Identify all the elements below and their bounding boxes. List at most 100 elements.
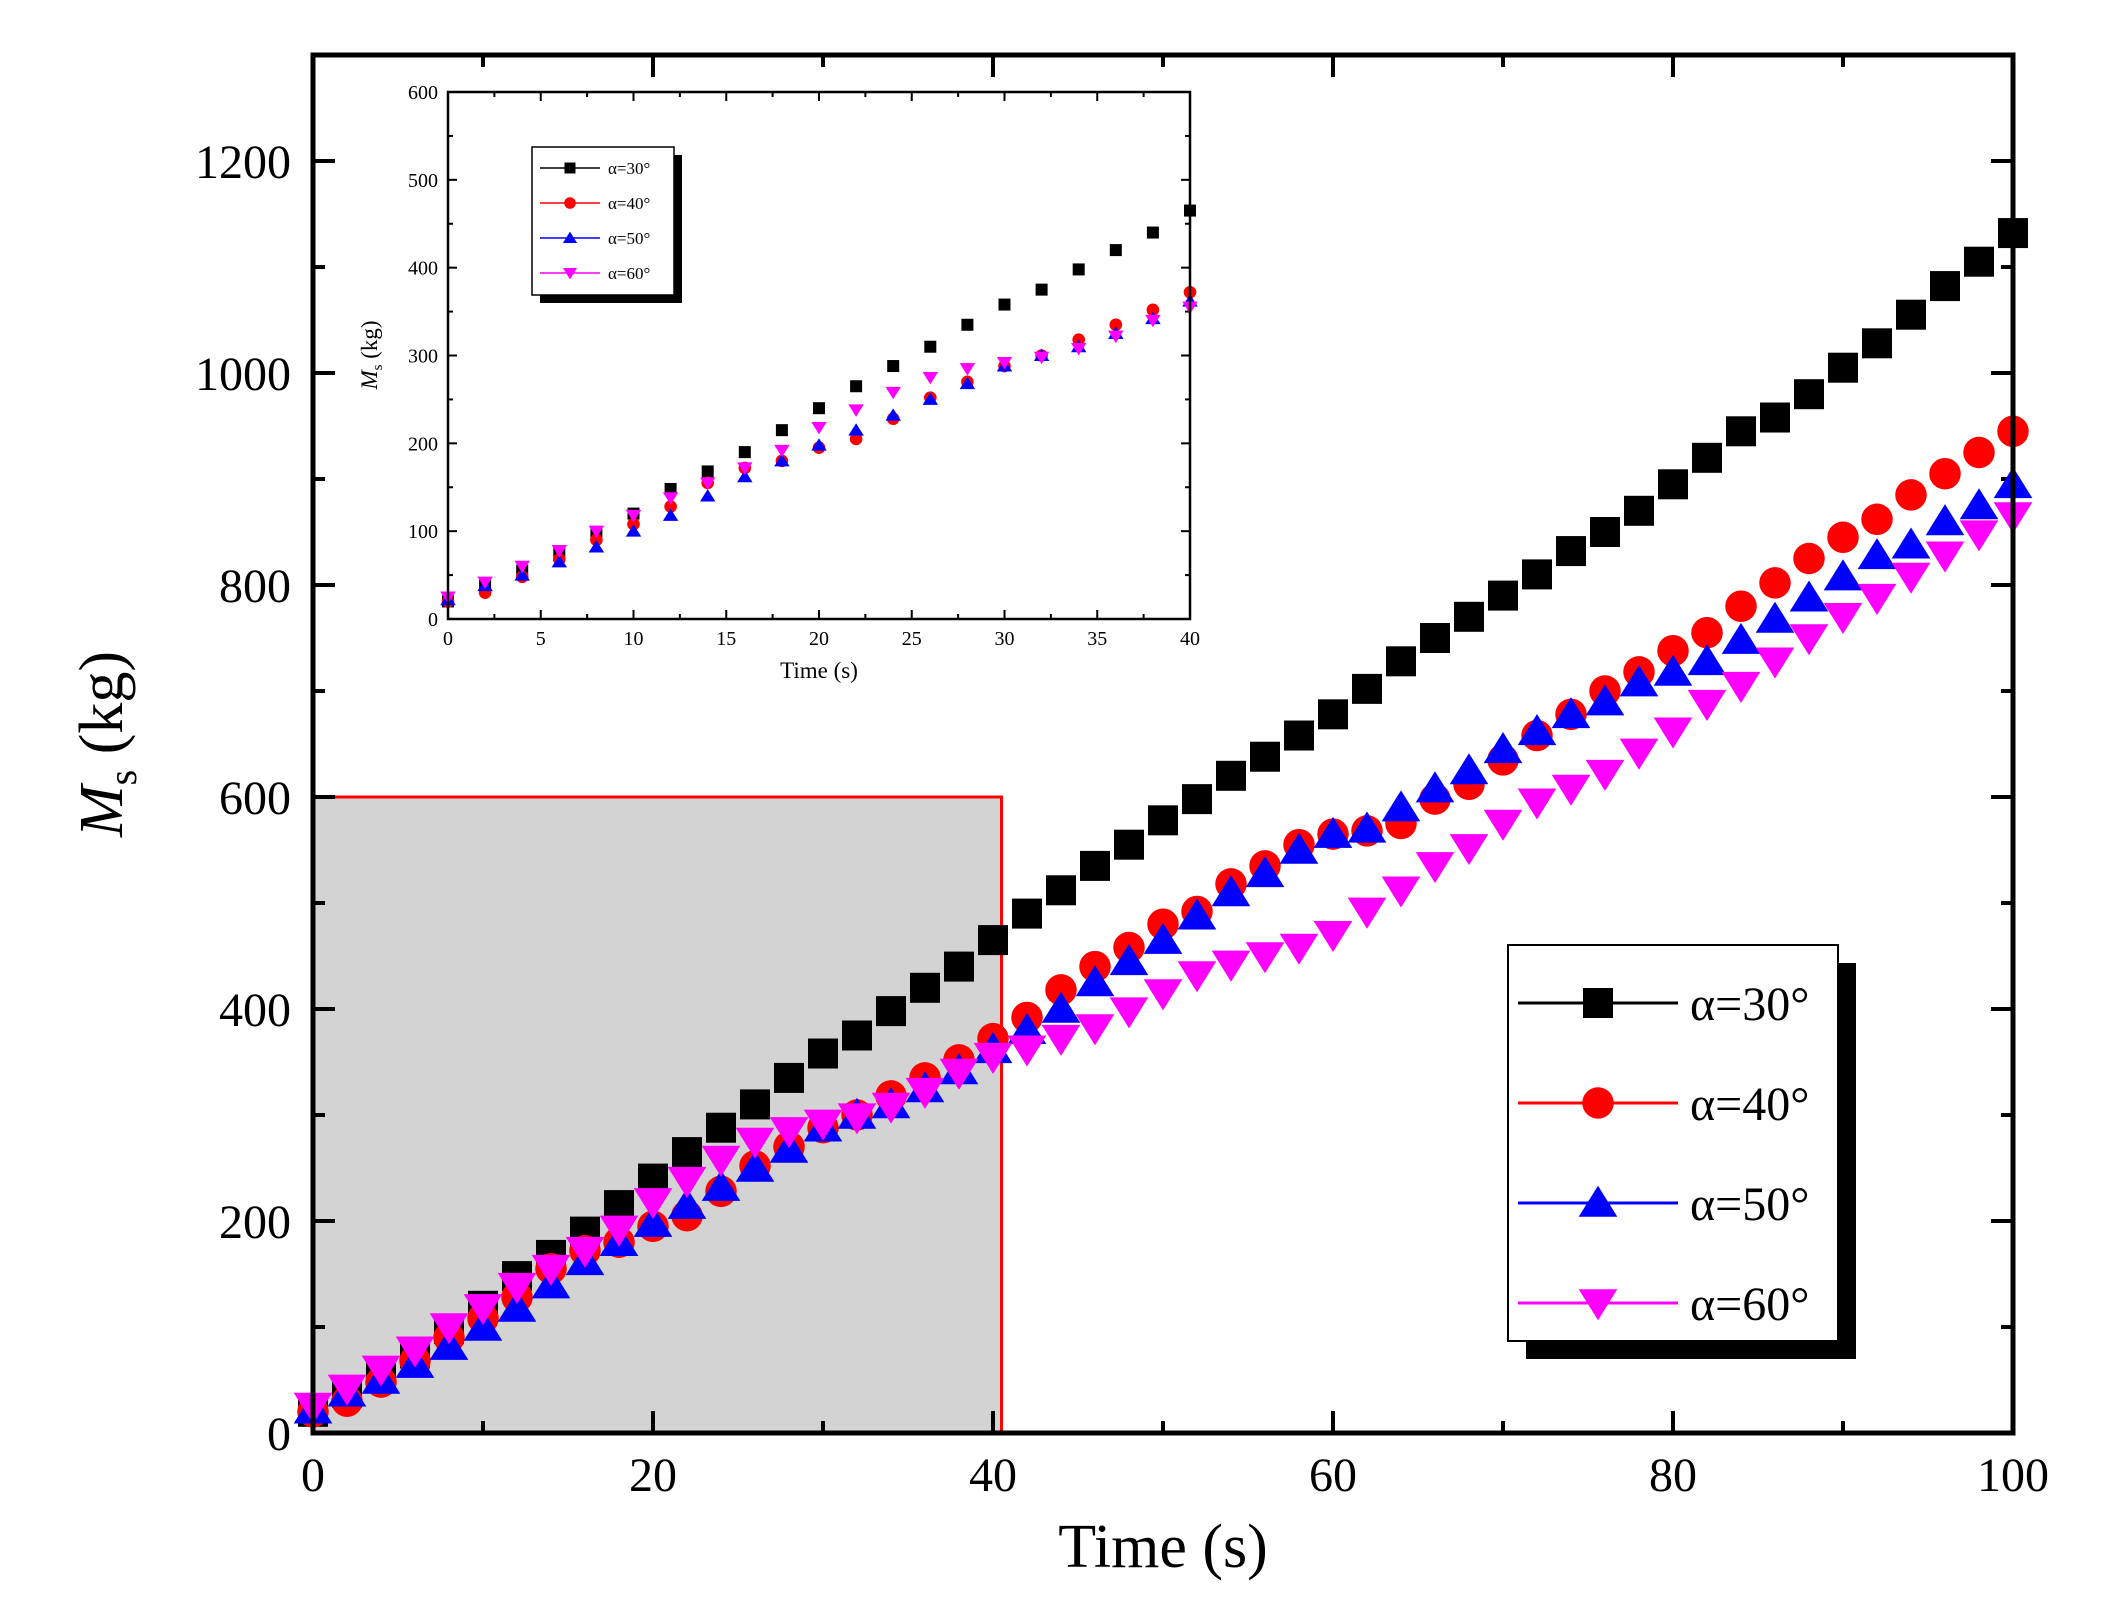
- data-point: [1245, 942, 1285, 974]
- legend-entry-2: α=40°: [1518, 1078, 1809, 1131]
- data-point: [1760, 402, 1790, 433]
- data-point: [1143, 922, 1183, 954]
- y-tick-label: 1000: [195, 348, 291, 401]
- data-point: [1959, 520, 1999, 552]
- inset-y-tick-label: 100: [408, 521, 438, 543]
- data-point: [1041, 1024, 1081, 1056]
- inset-data-point: [1108, 330, 1124, 344]
- inset-x-tick-label: 30: [995, 628, 1015, 650]
- y-axis-label-symbol: M: [68, 782, 136, 838]
- inset-legend-entry-1: α=30°: [540, 159, 650, 178]
- data-point: [497, 1290, 537, 1322]
- data-point: [1929, 457, 1961, 490]
- inset-data-point: [996, 357, 1013, 370]
- data-point: [905, 1077, 945, 1109]
- data-point: [633, 1205, 673, 1237]
- inset-data-point: [625, 524, 642, 537]
- inset-data-point: [1109, 318, 1123, 332]
- data-point: [1755, 647, 1795, 679]
- data-point: [1687, 644, 1727, 676]
- inset-data-point: [1070, 342, 1087, 356]
- inset-data-point: [961, 318, 974, 331]
- y-tick-label: 800: [219, 560, 291, 613]
- inset-data-point: [850, 380, 863, 393]
- data-point: [1211, 950, 1251, 982]
- inset-data-point: [701, 465, 714, 478]
- data-point: [1318, 699, 1348, 730]
- data-point: [1449, 834, 1489, 866]
- data-point: [463, 1309, 503, 1341]
- inset-x-tick-label: 0: [443, 628, 453, 650]
- data-point: [1420, 623, 1450, 653]
- inset-x-axis-label: Time (s): [780, 658, 858, 683]
- legend-label: α=40°: [1690, 1078, 1809, 1131]
- inset-y-axis-label-symbol: M: [357, 369, 382, 391]
- data-point: [667, 1187, 707, 1219]
- data-point: [1177, 961, 1217, 993]
- data-point: [1007, 1035, 1047, 1067]
- legend-marker: [1583, 988, 1613, 1018]
- data-point: [1381, 876, 1421, 908]
- data-point: [1279, 832, 1319, 864]
- data-point: [1211, 875, 1251, 907]
- inset-data-point: [1109, 244, 1122, 257]
- data-point: [1551, 697, 1591, 729]
- legend-marker: [1582, 1087, 1614, 1119]
- data-point: [701, 1169, 741, 1201]
- inset-data-point: [811, 438, 827, 451]
- data-point: [842, 1020, 872, 1051]
- data-point: [1352, 673, 1382, 704]
- data-point: [633, 1188, 673, 1220]
- data-point: [1148, 805, 1178, 836]
- data-point: [1114, 829, 1144, 860]
- data-point: [1687, 689, 1727, 721]
- inset-data-point: [1072, 263, 1085, 276]
- inset-legend-box: [531, 146, 675, 296]
- inset-data-point: [1146, 303, 1160, 317]
- inset-legend-label: α=50°: [608, 229, 650, 248]
- inset-y-tick-label: 200: [408, 433, 438, 455]
- inset-data-point: [922, 392, 939, 405]
- data-point: [1726, 416, 1756, 447]
- inset-legend-label: α=30°: [608, 159, 650, 178]
- inset-y-axis-label-unit: (kg): [357, 320, 382, 364]
- y-tick-label: 400: [219, 984, 291, 1037]
- data-point: [1658, 469, 1688, 500]
- data-point: [1080, 850, 1110, 881]
- data-point: [1347, 811, 1387, 843]
- data-point: [1245, 856, 1285, 888]
- y-axis-label: Ms (kg): [68, 651, 145, 838]
- inset-data-point: [1033, 351, 1050, 365]
- inset-data-point: [551, 555, 568, 568]
- data-point: [1657, 634, 1689, 667]
- inset-data-point: [662, 508, 679, 521]
- data-point: [1517, 714, 1557, 746]
- y-tick-label: 1200: [195, 136, 291, 189]
- data-point: [1653, 654, 1693, 686]
- inset-data-point: [590, 533, 603, 547]
- inset-data-point: [813, 402, 825, 415]
- data-point: [1517, 788, 1557, 820]
- inset-data-point: [737, 462, 753, 475]
- inset-data-point: [959, 363, 976, 376]
- x-tick-label: 40: [969, 1449, 1017, 1502]
- inset-data-point: [627, 517, 640, 531]
- data-point: [1691, 616, 1723, 649]
- data-point: [1823, 559, 1863, 591]
- inset-data-point: [924, 340, 937, 353]
- data-point: [1483, 732, 1523, 764]
- data-point: [1313, 921, 1353, 953]
- inset-x-tick-label: 15: [716, 628, 736, 650]
- data-point: [1891, 527, 1931, 559]
- inset-data-point: [775, 424, 788, 437]
- data-point: [1109, 997, 1149, 1029]
- data-point: [1522, 559, 1552, 590]
- data-point: [1075, 965, 1115, 997]
- inset-data-point: [664, 500, 677, 513]
- data-point: [1891, 562, 1931, 594]
- data-point: [774, 1062, 804, 1093]
- data-point: [1721, 622, 1761, 654]
- data-point: [1585, 759, 1625, 791]
